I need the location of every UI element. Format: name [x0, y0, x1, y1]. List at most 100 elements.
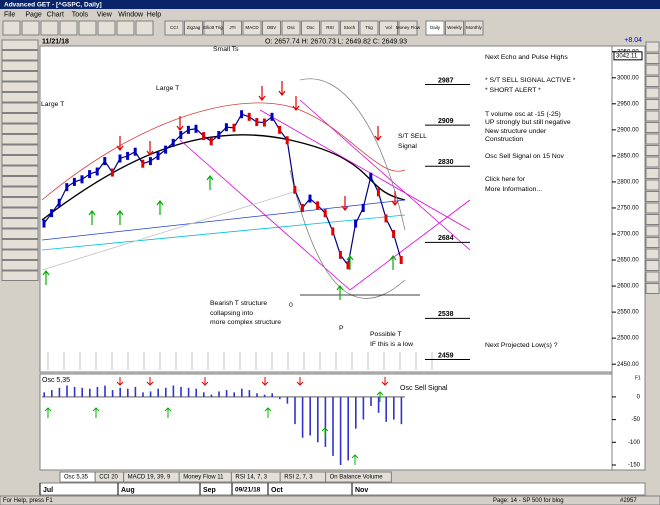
menu-item[interactable]: Help: [147, 11, 162, 18]
tool-button[interactable]: [645, 260, 660, 271]
osc-sell-arrow: [201, 377, 209, 386]
tool-button[interactable]: [1, 186, 39, 197]
tool-button[interactable]: [645, 87, 660, 99]
osc-bar: [81, 387, 83, 397]
tool-button[interactable]: [645, 179, 660, 191]
toolbar-button[interactable]: [425, 20, 445, 36]
info-ohlc: O: 2657.74 H: 2670.73 L: 2649.82 C: 2649…: [265, 38, 407, 45]
menu-item[interactable]: Page: [25, 11, 41, 18]
menu-item[interactable]: Window: [118, 11, 144, 18]
tool-button[interactable]: [645, 99, 660, 110]
tool-button[interactable]: [645, 283, 660, 294]
osc-bar: [203, 392, 205, 397]
tool-button[interactable]: [645, 237, 660, 248]
tool-button[interactable]: [1, 270, 39, 281]
menu-item[interactable]: Chart: [47, 11, 64, 18]
tool-button[interactable]: [1, 218, 39, 229]
toolbar-button[interactable]: [203, 20, 223, 36]
toolbar-button[interactable]: [184, 20, 203, 36]
icon-button[interactable]: [2, 20, 21, 36]
tool-button[interactable]: [1, 39, 39, 50]
osc-bar: [225, 390, 228, 397]
tool-button[interactable]: [1, 113, 39, 124]
tool-button[interactable]: [645, 133, 660, 145]
level-label: 2987: [438, 77, 454, 84]
icon-button[interactable]: [78, 20, 97, 36]
candle: [323, 209, 327, 218]
osc-bar: [165, 387, 167, 397]
tool-button[interactable]: [1, 144, 39, 155]
tool-button[interactable]: [1, 260, 39, 271]
tool-button[interactable]: [645, 110, 660, 122]
icon-button[interactable]: [116, 20, 135, 36]
toolbar-button[interactable]: [340, 20, 359, 36]
menu-item[interactable]: Tools: [72, 11, 89, 18]
tool-button[interactable]: [1, 92, 39, 103]
toolbar-label: Monthly: [466, 25, 483, 30]
toolbar-button[interactable]: [164, 20, 184, 36]
toolbar-button[interactable]: [242, 20, 262, 36]
osc-bar: [149, 391, 152, 397]
right-axis: [611, 45, 646, 471]
candle: [126, 151, 130, 160]
tool-button[interactable]: [645, 76, 660, 87]
left-toolbar: [1, 39, 39, 281]
tool-button[interactable]: [1, 71, 39, 82]
tool-button[interactable]: [645, 271, 660, 283]
tool-button[interactable]: [1, 165, 39, 176]
tool-button[interactable]: [645, 168, 660, 179]
tool-button[interactable]: [1, 81, 39, 92]
tool-button[interactable]: [1, 176, 39, 187]
toolbar-button[interactable]: [320, 20, 340, 36]
tool-button[interactable]: [1, 60, 39, 71]
tool-button[interactable]: [645, 156, 660, 168]
toolbar-button[interactable]: [223, 20, 242, 36]
tool-button[interactable]: [1, 134, 39, 145]
tool-button[interactable]: [645, 214, 660, 225]
menu-item[interactable]: File: [4, 11, 15, 18]
icon-button[interactable]: [59, 20, 78, 36]
tool-button[interactable]: [645, 122, 660, 133]
tool-button[interactable]: [645, 64, 660, 76]
menu-item[interactable]: View: [97, 11, 113, 18]
annotation: Next Echo and Pulse Highs: [485, 54, 568, 61]
toolbar-button[interactable]: [464, 20, 484, 36]
osc-sell-arrow: [381, 377, 389, 386]
icon-button[interactable]: [135, 20, 154, 36]
icon-button[interactable]: [21, 20, 40, 36]
tool-button[interactable]: [645, 41, 660, 53]
toolbar-button[interactable]: [301, 20, 320, 36]
toolbar-button[interactable]: [445, 20, 464, 36]
tool-button[interactable]: [645, 191, 660, 202]
osc-bar: [263, 394, 266, 397]
tool-button[interactable]: [1, 228, 39, 239]
icon-button[interactable]: [40, 20, 59, 36]
tool-button[interactable]: [1, 50, 39, 61]
tool-button[interactable]: [1, 239, 39, 250]
tool-button[interactable]: [1, 249, 39, 260]
annotation: Large T: [41, 101, 64, 108]
y-tick-label: 2450.00: [617, 362, 639, 368]
tool-button[interactable]: [1, 197, 39, 208]
tool-button[interactable]: [645, 225, 660, 237]
toolbar-label: Money Flow: [396, 25, 421, 30]
toolbar-button[interactable]: [262, 20, 281, 36]
tool-button[interactable]: [1, 123, 39, 134]
candle: [240, 110, 244, 119]
toolbar-button[interactable]: [359, 20, 379, 36]
tool-button[interactable]: [1, 207, 39, 218]
tab[interactable]: [325, 471, 392, 483]
toolbar-button[interactable]: [398, 20, 418, 36]
tool-button[interactable]: [645, 145, 660, 156]
toolbar-button[interactable]: [281, 20, 301, 36]
osc-buy-arrow: [321, 427, 329, 438]
tool-button[interactable]: [1, 155, 39, 166]
tool-button[interactable]: [645, 53, 660, 64]
osc-bar: [233, 392, 235, 397]
tool-button[interactable]: [645, 248, 660, 260]
tool-button[interactable]: [645, 202, 660, 214]
toolbar-button[interactable]: [379, 20, 398, 36]
tool-button[interactable]: [1, 102, 39, 113]
icon-button[interactable]: [97, 20, 116, 36]
